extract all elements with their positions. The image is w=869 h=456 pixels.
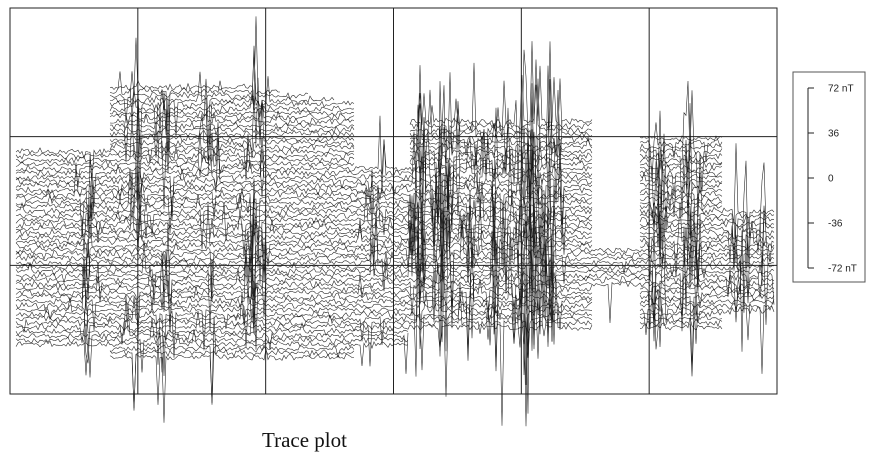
trace-line <box>15 103 723 287</box>
trace-line <box>15 183 775 352</box>
trace-line <box>15 160 775 342</box>
trace-line <box>110 51 335 150</box>
trace-line <box>15 128 775 315</box>
trace-line <box>15 289 409 341</box>
trace-line <box>15 143 775 288</box>
trace-line <box>15 139 723 305</box>
trace-line <box>15 107 723 247</box>
trace-line <box>15 85 723 274</box>
trace-line <box>15 128 723 241</box>
trace-line <box>15 92 723 257</box>
trace-line <box>15 210 775 342</box>
trace-line <box>15 173 775 313</box>
trace-line <box>109 65 593 178</box>
chart-caption: Trace plot <box>262 428 347 452</box>
trace-line <box>15 162 723 267</box>
scale-bar-label: -72 nT <box>828 264 857 275</box>
trace-line <box>109 89 723 184</box>
trace-line <box>109 87 355 174</box>
trace-line <box>15 200 775 345</box>
scale-bar-label: 36 <box>828 129 840 140</box>
trace-line <box>109 45 355 161</box>
trace-line <box>15 83 723 264</box>
trace-line <box>15 129 775 352</box>
trace-line <box>109 16 309 124</box>
scale-bar: 72 nT 36 0 -36 -72 nT <box>792 71 866 283</box>
trace-line <box>15 230 775 350</box>
trace-line <box>15 317 409 376</box>
trace-line <box>109 100 355 125</box>
trace-line <box>15 226 775 372</box>
trace-line <box>15 148 723 282</box>
scale-bar-label: -36 <box>828 219 843 230</box>
trace-line <box>109 79 253 91</box>
trace-line <box>109 100 355 141</box>
trace-line <box>15 208 723 414</box>
trace-line <box>15 169 775 293</box>
trace-line <box>15 72 723 235</box>
trace-line <box>15 304 409 378</box>
scale-bar-label: 0 <box>828 174 834 185</box>
trace-line <box>15 329 409 367</box>
trace-line <box>109 77 723 257</box>
trace-line <box>15 277 775 374</box>
trace-line <box>109 344 355 405</box>
scale-bar-box <box>792 71 866 283</box>
scale-bar-label: 72 nT <box>828 84 854 95</box>
trace-line <box>15 212 775 343</box>
trace-line <box>109 105 593 194</box>
trace-line <box>15 157 775 342</box>
trace-line <box>15 253 723 364</box>
trace-lines <box>15 16 775 427</box>
trace-line <box>15 65 723 260</box>
trace-line <box>15 171 775 386</box>
trace-line <box>109 316 354 423</box>
trace-line <box>109 344 355 411</box>
